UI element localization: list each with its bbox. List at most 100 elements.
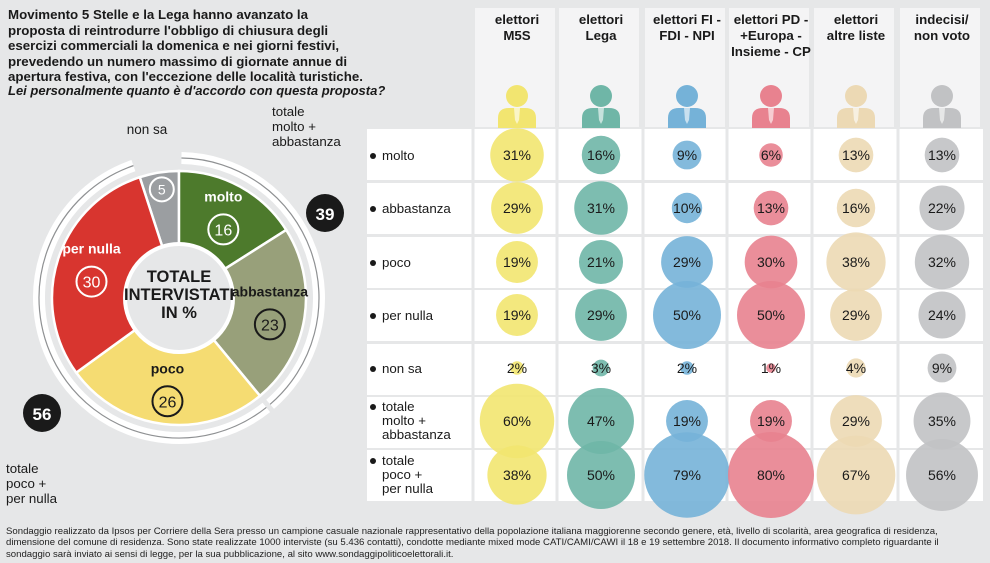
data-bubble (838, 137, 874, 173)
data-bubble (653, 281, 721, 349)
data-bubble (927, 353, 957, 383)
data-bubble (737, 281, 805, 349)
row-label: per nulla (382, 308, 434, 323)
person-icon (752, 85, 790, 128)
column-header: elettori (579, 12, 623, 27)
data-bubble (672, 140, 702, 170)
footnote: Sondaggio realizzato da Ipsos per Corrie… (6, 526, 939, 560)
data-bubble (744, 235, 798, 289)
column-header: elettori (495, 12, 539, 27)
data-label: 29% (842, 413, 870, 429)
data-label: 80% (757, 467, 785, 483)
total-label-poco-per-nulla: per nulla (6, 491, 58, 506)
data-bubble (581, 135, 621, 175)
data-bubble (592, 359, 610, 377)
data-label: 35% (928, 413, 956, 429)
data-label: 21% (587, 254, 615, 270)
data-label: 31% (587, 200, 615, 216)
data-label: 19% (673, 413, 701, 429)
data-bubble (671, 192, 703, 224)
data-bubble (919, 185, 965, 231)
data-bubble (750, 400, 792, 442)
data-label: 19% (757, 413, 785, 429)
column-header: elettori (834, 12, 878, 27)
row-label: non sa (382, 361, 423, 376)
data-bubble (496, 294, 538, 336)
slice-value-ring (148, 176, 175, 203)
total-value-molto-abbastanza: 39 (316, 205, 335, 224)
data-label: 16% (587, 147, 615, 163)
data-bubble (680, 361, 694, 375)
data-bubble (830, 395, 882, 447)
column-header: FDI - NPI (659, 28, 714, 43)
total-badge-poco-per-nulla (23, 394, 61, 432)
slice-label: per nulla (62, 241, 121, 257)
slice-value-ring (75, 265, 108, 298)
data-bubble (759, 143, 783, 167)
data-bubble (753, 190, 789, 226)
data-label: 29% (673, 254, 701, 270)
data-bubble (913, 392, 971, 450)
column-header: elettori PD - (734, 12, 809, 27)
column-header: Insieme - CP (731, 44, 811, 59)
data-label: 29% (587, 307, 615, 323)
data-label: 9% (932, 360, 952, 376)
donut-center (123, 242, 235, 354)
data-bubble (846, 358, 866, 378)
person-icon (668, 85, 706, 128)
slice-value: 23 (261, 317, 279, 334)
person-icon (582, 85, 620, 128)
data-label: 29% (842, 307, 870, 323)
data-bubble (918, 291, 966, 339)
data-label: 32% (928, 254, 956, 270)
data-label: 1% (761, 360, 781, 376)
data-label: 22% (928, 200, 956, 216)
total-badge-molto-abbastanza (306, 194, 344, 232)
data-label: 13% (757, 200, 785, 216)
data-bubble (567, 441, 635, 509)
chart-title: Movimento 5 Stelle e la Lega hanno avanz… (8, 7, 363, 84)
data-bubble (644, 432, 730, 518)
slice-label: molto (204, 188, 242, 204)
data-bubble (816, 435, 896, 515)
data-bubble (510, 361, 524, 375)
data-label: 19% (503, 307, 531, 323)
data-label: 50% (673, 307, 701, 323)
slice-value: 30 (83, 275, 101, 292)
row-bullet (370, 366, 376, 372)
data-bubble (906, 439, 978, 511)
data-label: 30% (757, 254, 785, 270)
data-label: 79% (673, 467, 701, 483)
column-header: M5S (503, 28, 530, 43)
slice-value: 26 (159, 394, 177, 411)
row-bullet (370, 260, 376, 266)
data-label: 19% (503, 254, 531, 270)
row-label: poco (382, 255, 411, 270)
total-value-poco-per-nulla: 56 (33, 405, 52, 424)
total-label-poco-per-nulla: poco + (6, 476, 47, 491)
data-bubble (830, 289, 882, 341)
data-label: 6% (761, 147, 781, 163)
column-header: Lega (585, 28, 617, 43)
data-bubble (490, 128, 544, 182)
data-bubble (661, 236, 713, 288)
data-bubble (575, 289, 627, 341)
survey-question: Lei personalmente quanto è d'accordo con… (8, 83, 386, 98)
slice-value: 16 (214, 222, 232, 239)
data-bubble (728, 432, 814, 518)
row-bullet (370, 458, 376, 464)
row-bullet (370, 313, 376, 319)
data-label: 10% (673, 200, 701, 216)
data-bubble (826, 232, 886, 292)
row-label: totale (382, 399, 415, 414)
non-sa-label: non sa (127, 122, 168, 137)
data-bubble (836, 188, 876, 228)
data-label: 60% (503, 413, 531, 429)
data-bubble (924, 137, 960, 173)
data-label: 9% (677, 147, 697, 163)
person-icon (498, 85, 536, 128)
person-icon (923, 85, 961, 128)
